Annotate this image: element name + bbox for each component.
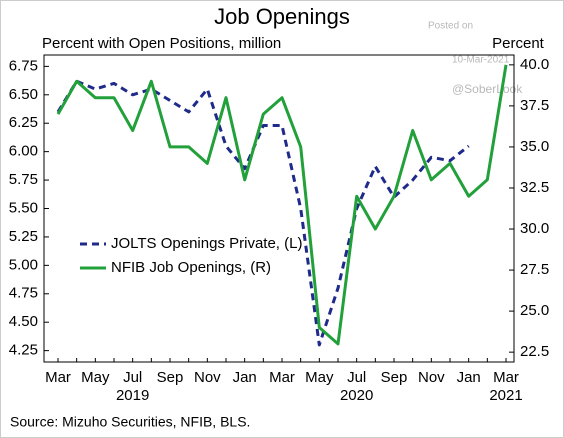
y2-tick-label: 27.5 [520, 261, 549, 278]
y-tick-label: 4.75 [9, 285, 38, 302]
source-note: Source: Mizuho Securities, NFIB, BLS. [10, 414, 250, 430]
y-tick-label: 4.25 [9, 342, 38, 359]
watermark: 10-Mar-2021 [452, 55, 510, 66]
y2-tick-label: 30.0 [520, 220, 549, 237]
y2-tick-label: 37.5 [520, 97, 549, 114]
legend-label: NFIB Job Openings, (R) [111, 259, 271, 276]
x-year-label: 2019 [116, 387, 149, 404]
x-tick-label: May [305, 369, 334, 386]
y-tick-label: 6.25 [9, 114, 38, 131]
y-tick-label: 6.75 [9, 57, 38, 74]
legend-label: JOLTS Openings Private, (L) [111, 235, 302, 252]
x-tick-label: Jan [457, 369, 481, 386]
x-tick-label: Jan [233, 369, 257, 386]
x-tick-label: Mar [45, 369, 71, 386]
y-tick-label: 4.50 [9, 313, 38, 330]
y-tick-label: 5.50 [9, 199, 38, 216]
y-tick-label: 6.00 [9, 143, 38, 160]
x-tick-label: Mar [493, 369, 519, 386]
y2-tick-label: 35.0 [520, 138, 549, 155]
y2-tick-label: 32.5 [520, 179, 549, 196]
x-tick-label: Sep [157, 369, 184, 386]
y-tick-label: 5.25 [9, 228, 38, 245]
series-line [56, 64, 508, 346]
series-line [56, 79, 470, 347]
x-year-label: 2020 [340, 387, 373, 404]
y2-tick-label: 25.0 [520, 302, 549, 319]
x-tick-label: Nov [418, 369, 445, 386]
x-year-label: 2021 [489, 387, 522, 404]
x-tick-label: Mar [269, 369, 295, 386]
y-tick-label: 5.00 [9, 256, 38, 273]
x-tick-label: Sep [381, 369, 408, 386]
y-tick-label: 5.75 [9, 171, 38, 188]
y-axis-title: Percent with Open Positions, million [42, 35, 281, 52]
watermark: Posted on [428, 21, 473, 32]
chart-title: Job Openings [214, 4, 350, 29]
y2-tick-label: 40.0 [520, 56, 549, 73]
x-tick-label: Jul [347, 369, 366, 386]
x-tick-label: Nov [194, 369, 221, 386]
y-tick-label: 6.50 [9, 86, 38, 103]
x-tick-label: Jul [123, 369, 142, 386]
watermark: @SoberLook [452, 82, 523, 96]
y2-tick-label: 22.5 [520, 343, 549, 360]
y2-axis-title: Percent [492, 35, 545, 52]
x-tick-label: May [81, 369, 110, 386]
